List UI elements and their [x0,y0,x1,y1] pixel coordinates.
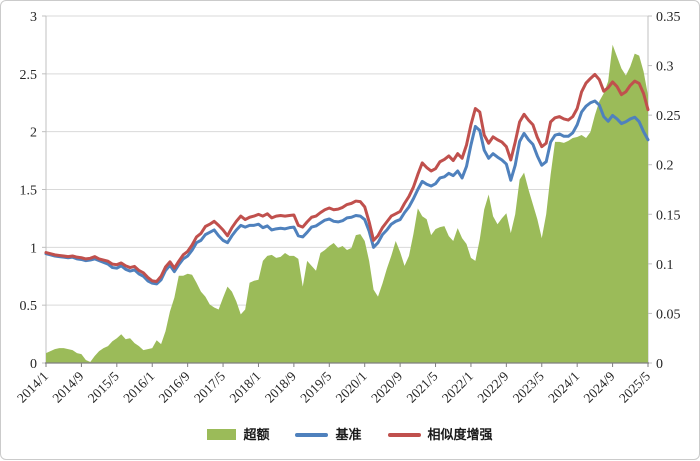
x-axis-label: 2014/9 [49,368,86,405]
legend-label-similarity-enhanced: 相似度增强 [427,427,493,442]
y-axis-left-labels: 0 0.5 1 1.5 2 2.5 3 [20,10,38,372]
x-axis-label: 2016/1 [120,369,157,406]
benchmark-line-series [44,99,650,286]
y-axis-right-label: 0.15 [656,208,681,223]
x-axis-label: 2024/1 [545,369,582,406]
y-axis-left-label: 1.5 [20,184,38,199]
y-axis-left-label: 3 [30,10,37,25]
legend-excess-swatch-area-icon [207,429,237,440]
x-axis-label: 2024/9 [581,368,618,405]
legend-benchmark-swatch-line-icon [295,432,329,437]
y-axis-right-label: 0.2 [656,159,674,174]
legend-item-benchmark: 基准 [295,427,362,442]
y-axis-left-label: 0 [30,357,37,372]
y-axis-left-label: 2 [30,126,37,141]
y-axis-right-label: 0.3 [656,60,674,75]
y-axis-right-label: 0.1 [656,258,674,273]
x-axis-label: 2025/5 [616,368,653,405]
chart-legend: 超额 基准 相似度增强 [1,428,699,441]
x-axis-label: 2020/9 [368,368,405,405]
x-axis-label: 2018/9 [262,368,299,405]
y-axis-right-labels: 0 0.05 0.1 0.15 0.2 0.25 0.3 0.35 [656,10,681,372]
x-axis-label: 2017/5 [191,368,228,405]
x-axis-label: 2019/5 [297,368,334,405]
x-axis-label: 2014/1 [14,369,51,406]
x-axis-label: 2023/5 [510,368,547,405]
y-axis-right-label: 0.25 [656,109,681,124]
x-axis-label: 2022/9 [474,368,511,405]
y-axis-left-label: 2.5 [20,68,38,83]
x-axis-label: 2021/5 [404,368,441,405]
y-axis-left-label: 0.5 [20,299,38,314]
y-axis-right-label: 0.05 [656,307,681,322]
x-axis-ticks-and-labels: 2014/12014/92015/52016/12016/92017/52018… [14,363,653,406]
y-axis-left-label: 1 [30,241,37,256]
excess-area-series [46,44,648,363]
legend-item-excess: 超额 [207,428,269,441]
x-axis-label: 2018/1 [226,369,263,406]
x-axis-label: 2020/1 [333,369,370,406]
legend-similarity-enhanced-swatch-line-icon [387,432,421,437]
legend-label-excess: 超额 [243,427,270,442]
y-axis-right-label: 0.35 [656,10,681,25]
x-axis-label: 2022/1 [439,369,476,406]
y-axis-right-label: 0 [656,357,663,372]
legend-label-benchmark: 基准 [335,427,362,442]
x-axis-label: 2015/5 [85,368,122,405]
similarity-enhanced-line-series [44,72,650,283]
legend-item-similarity-enhanced: 相似度增强 [387,427,493,442]
x-axis-label: 2016/9 [156,368,193,405]
